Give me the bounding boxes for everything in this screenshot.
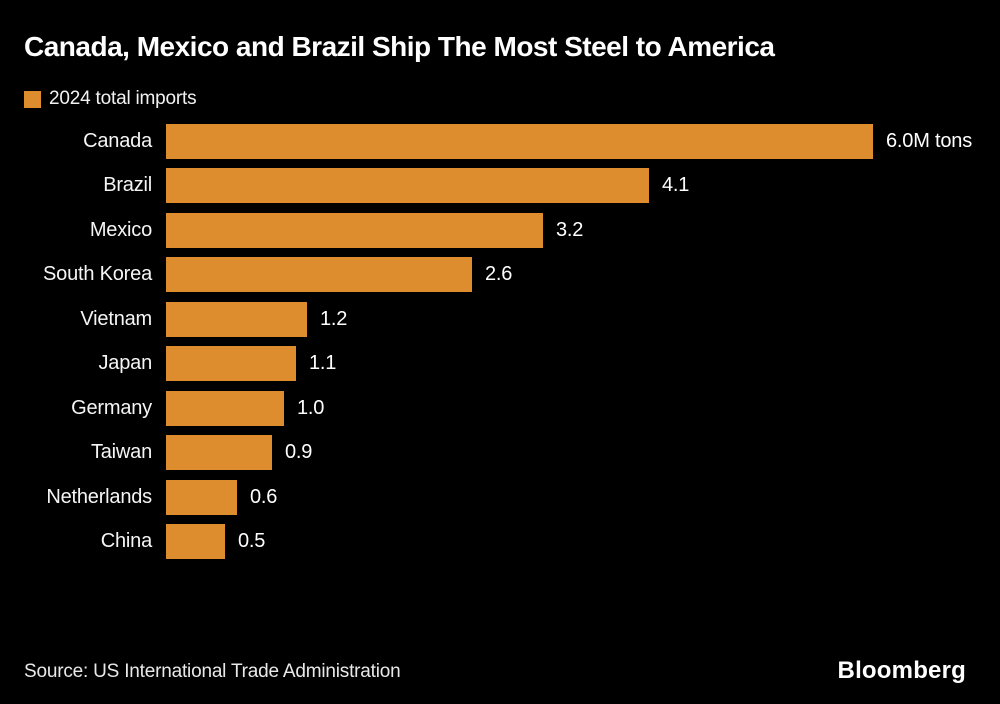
source-text: Source: US International Trade Administr…	[24, 661, 401, 682]
category-label: Taiwan	[90, 441, 152, 464]
bar-track: 0.5	[166, 524, 1000, 560]
category-label: Japan	[98, 352, 153, 375]
chart-row: Canada 6.0M tons	[0, 119, 1000, 164]
bar-track: 4.1	[166, 168, 1000, 204]
value-label: 1.0	[297, 396, 325, 419]
legend: 2024 total imports	[24, 88, 197, 110]
value-label: 6.0M tons	[886, 129, 973, 152]
value-label: 2.6	[485, 263, 513, 286]
category-label: Canada	[83, 129, 152, 152]
chart-row: Japan 1.1	[0, 342, 1000, 387]
bar-track: 1.0	[166, 390, 1000, 426]
chart-row: Taiwan 0.9	[0, 431, 1000, 476]
bar-track: 1.2	[166, 301, 1000, 337]
category-label: China	[100, 530, 152, 553]
chart-row: Brazil 4.1	[0, 164, 1000, 209]
chart-row: Vietnam 1.2	[0, 297, 1000, 342]
category-label: Mexico	[89, 218, 152, 241]
bar-track: 3.2	[166, 212, 1000, 248]
chart-row: Mexico 3.2	[0, 208, 1000, 253]
category-label: Netherlands	[46, 485, 152, 508]
bar-track: 2.6	[166, 257, 1000, 293]
category-label: Brazil	[103, 174, 152, 197]
chart-row: China 0.5	[0, 520, 1000, 565]
value-label: 4.1	[662, 174, 690, 197]
chart-title: Canada, Mexico and Brazil Ship The Most …	[24, 31, 775, 62]
bar	[166, 479, 237, 515]
bar	[166, 168, 649, 204]
bar	[166, 301, 307, 337]
chart-row: South Korea 2.6	[0, 253, 1000, 298]
category-label: Germany	[71, 396, 152, 419]
bar-track: 6.0M tons	[166, 123, 1000, 159]
chart-row: Germany 1.0	[0, 386, 1000, 431]
bar-track: 0.9	[166, 435, 1000, 471]
bar-track: 0.6	[166, 479, 1000, 515]
chart-row: Netherlands 0.6	[0, 475, 1000, 520]
legend-swatch-icon	[24, 90, 41, 108]
value-label: 1.1	[309, 352, 337, 375]
bar-chart: Canada 6.0M tons Brazil 4.1 Mexico 3.2 South K…	[0, 119, 1000, 564]
bar	[166, 123, 873, 159]
category-label: South Korea	[43, 263, 152, 286]
value-label: 0.9	[285, 441, 313, 464]
bar	[166, 346, 296, 382]
bar-track: 1.1	[166, 346, 1000, 382]
bar	[166, 524, 225, 560]
bar	[166, 435, 272, 471]
value-label: 0.5	[238, 530, 266, 553]
value-label: 3.2	[556, 218, 584, 241]
bar	[166, 212, 543, 248]
bar	[166, 390, 284, 426]
legend-label: 2024 total imports	[49, 88, 197, 109]
value-label: 0.6	[250, 485, 278, 508]
bar	[166, 257, 472, 293]
category-label: Vietnam	[80, 307, 152, 330]
value-label: 1.2	[320, 307, 348, 330]
bloomberg-logo: Bloomberg	[837, 657, 966, 684]
